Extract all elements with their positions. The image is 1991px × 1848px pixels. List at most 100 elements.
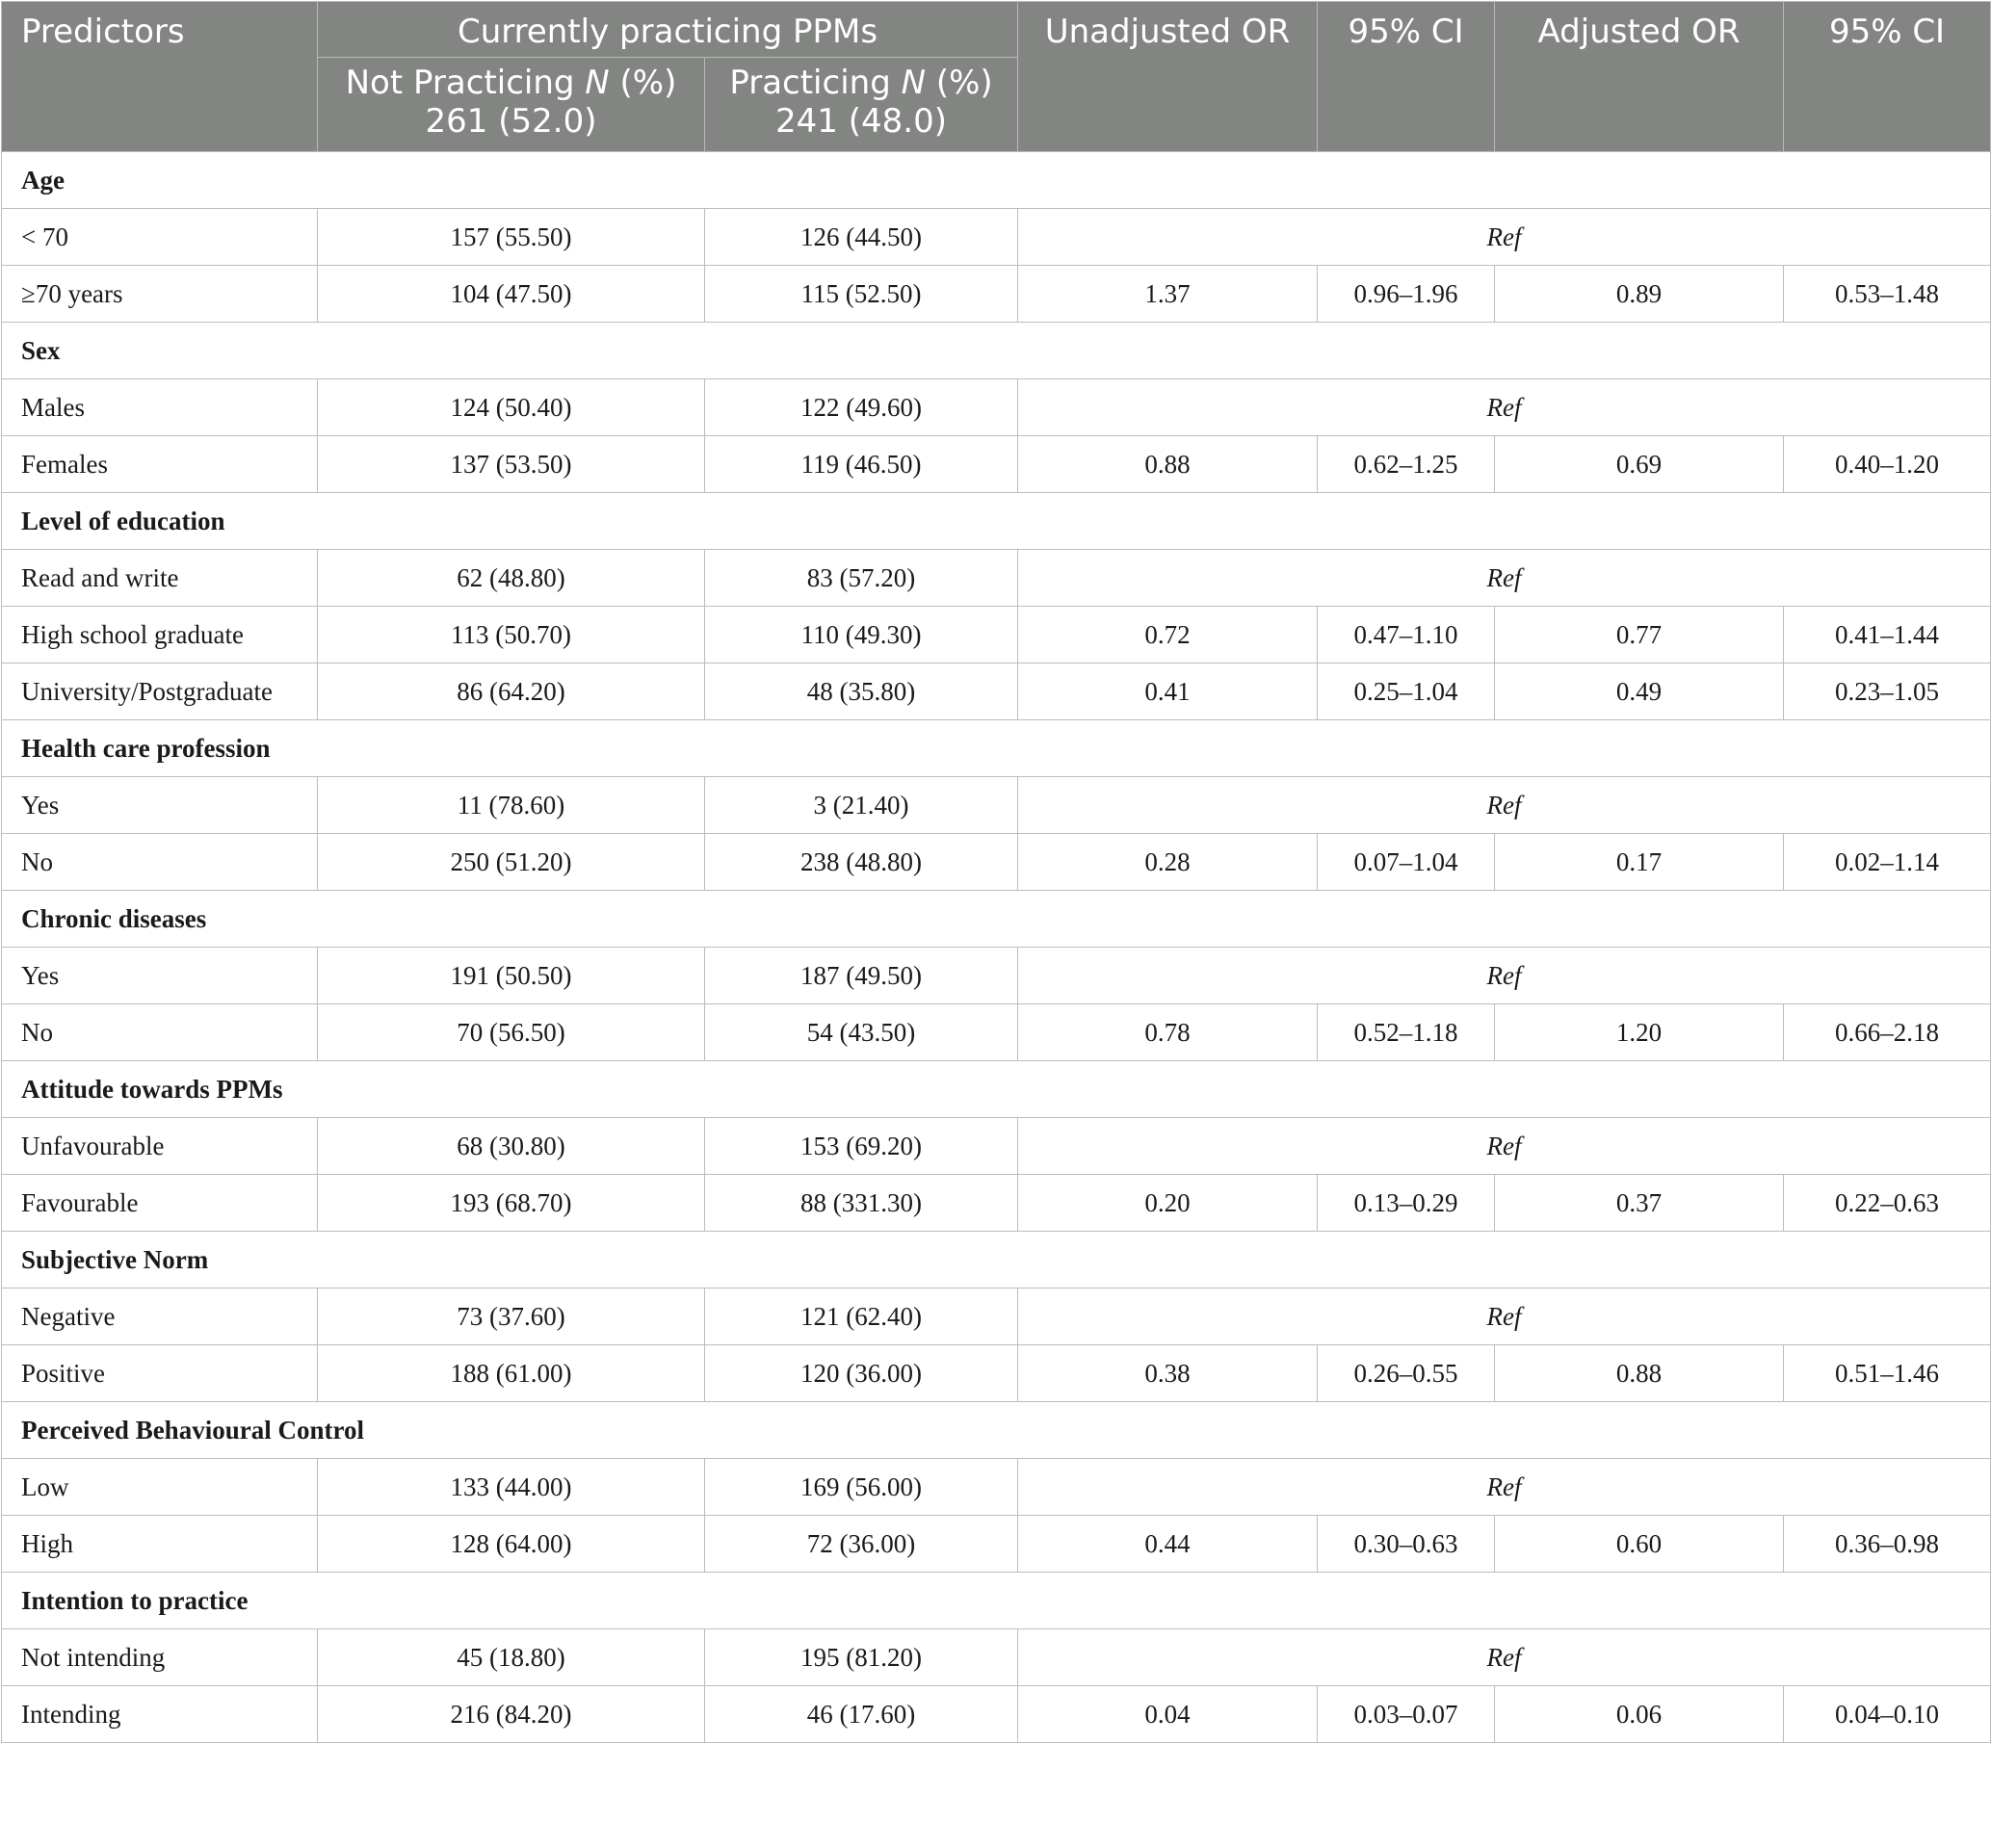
practicing-cell: 54 (43.50) [703,1003,1019,1062]
section-header-row: Chronic diseases [0,890,1991,949]
not-practicing-cell: 137 (53.50) [317,435,705,494]
ref-cell: Ref [1017,947,1991,1005]
not-practicing-cell: 113 (50.70) [317,606,705,664]
row-label: Unfavourable [1,1117,318,1176]
practicing-cell: 120 (36.00) [703,1344,1019,1403]
section-title: Intention to practice [0,1572,1991,1630]
table-row: High 128 (64.00) 72 (36.00) 0.44 0.30–0.63 0.… [1,1515,1991,1574]
unadjusted-or-cell: 0.41 [1017,663,1319,721]
section-header-row: Health care profession [0,719,1991,778]
table-row: Unfavourable 68 (30.80) 153 (69.20) Ref [1,1117,1991,1176]
not-practicing-cell: 124 (50.40) [317,378,705,437]
practicing-cell: 72 (36.00) [703,1515,1019,1574]
ci-adjusted-cell: 0.04–0.10 [1783,1685,1991,1744]
ref-cell: Ref [1017,1288,1991,1346]
not-practicing-cell: 216 (84.20) [317,1685,705,1744]
practicing-cell: 110 (49.30) [703,606,1019,664]
ci-adjusted-cell: 0.02–1.14 [1783,833,1991,892]
practicing-cell: 121 (62.40) [703,1288,1019,1346]
unadjusted-or-cell: 0.72 [1017,606,1319,664]
section-title: Sex [0,322,1991,380]
header-practicing: Practicing N (%) 241 (48.0) [703,56,1019,153]
row-label: High [1,1515,318,1574]
row-label: Not intending [1,1628,318,1687]
row-label: Favourable [1,1174,318,1233]
practicing-cell: 187 (49.50) [703,947,1019,1005]
ci-adjusted-cell: 0.51–1.46 [1783,1344,1991,1403]
ci-unadjusted-cell: 0.26–0.55 [1317,1344,1496,1403]
table-row: Negative 73 (37.60) 121 (62.40) Ref [1,1288,1991,1346]
table-row: No 250 (51.20) 238 (48.80) 0.28 0.07–1.04 0.1… [1,833,1991,892]
table-row: Yes 11 (78.60) 3 (21.40) Ref [1,776,1991,835]
adjusted-or-cell: 0.88 [1494,1344,1785,1403]
ci-adjusted-cell: 0.40–1.20 [1783,435,1991,494]
ci-unadjusted-cell: 0.07–1.04 [1317,833,1496,892]
practicing-cell: 126 (44.50) [703,208,1019,267]
table-row: High school graduate 113 (50.70) 110 (49.3… [1,606,1991,664]
header-not-practicing-suffix: (%) [609,63,677,102]
section-title: Age [0,151,1991,210]
table-row: Positive 188 (61.00) 120 (36.00) 0.38 0.26–0… [1,1344,1991,1403]
header-practicing-suffix: (%) [926,63,993,102]
not-practicing-cell: 68 (30.80) [317,1117,705,1176]
adjusted-or-cell: 1.20 [1494,1003,1785,1062]
row-label: No [1,1003,318,1062]
section-title: Chronic diseases [0,890,1991,949]
table-body: Age < 70 157 (55.50) 126 (44.50) Ref ≥70 year… [0,151,1991,1744]
header-predictors: Predictors [1,0,318,153]
row-label: < 70 [1,208,318,267]
ci-unadjusted-cell: 0.62–1.25 [1317,435,1496,494]
adjusted-or-cell: 0.37 [1494,1174,1785,1233]
header-practicing-n: N [901,63,927,102]
section-title: Attitude towards PPMs [0,1060,1991,1119]
ref-cell: Ref [1017,1628,1991,1687]
ci-adjusted-cell: 0.36–0.98 [1783,1515,1991,1574]
unadjusted-or-cell: 0.38 [1017,1344,1319,1403]
unadjusted-or-cell: 1.37 [1017,265,1319,324]
ci-unadjusted-cell: 0.96–1.96 [1317,265,1496,324]
row-label: University/Postgraduate [1,663,318,721]
ref-cell: Ref [1017,1458,1991,1517]
not-practicing-cell: 133 (44.00) [317,1458,705,1517]
predictors-table: Predictors Currently practicing PPMs Una… [0,0,1991,1744]
adjusted-or-cell: 0.17 [1494,833,1785,892]
table-row: Yes 191 (50.50) 187 (49.50) Ref [1,947,1991,1005]
section-header-row: Intention to practice [0,1572,1991,1630]
row-label: Yes [1,776,318,835]
adjusted-or-cell: 0.77 [1494,606,1785,664]
table-row: University/Postgraduate 86 (64.20) 48 (35.… [1,663,1991,721]
not-practicing-cell: 62 (48.80) [317,549,705,608]
section-title: Level of education [0,492,1991,551]
section-header-row: Age [0,151,1991,210]
not-practicing-cell: 128 (64.00) [317,1515,705,1574]
ci-adjusted-cell: 0.22–0.63 [1783,1174,1991,1233]
table-row: Read and write 62 (48.80) 83 (57.20) Ref [1,549,1991,608]
adjusted-or-cell: 0.89 [1494,265,1785,324]
adjusted-or-cell: 0.69 [1494,435,1785,494]
adjusted-or-cell: 0.49 [1494,663,1785,721]
header-not-practicing-n: N [585,63,610,102]
ref-cell: Ref [1017,776,1991,835]
unadjusted-or-cell: 0.44 [1017,1515,1319,1574]
practicing-cell: 195 (81.20) [703,1628,1019,1687]
table-row: Males 124 (50.40) 122 (49.60) Ref [1,378,1991,437]
table-row: Not intending 45 (18.80) 195 (81.20) Ref [1,1628,1991,1687]
header-unadjusted-or: Unadjusted OR [1017,0,1319,153]
table-row: Favourable 193 (68.70) 88 (331.30) 0.20 0.13… [1,1174,1991,1233]
ci-unadjusted-cell: 0.03–0.07 [1317,1685,1496,1744]
row-label: Read and write [1,549,318,608]
ci-unadjusted-cell: 0.52–1.18 [1317,1003,1496,1062]
row-label: Females [1,435,318,494]
row-label: Males [1,378,318,437]
section-title: Health care profession [0,719,1991,778]
row-label: Yes [1,947,318,1005]
section-title: Perceived Behavioural Control [0,1401,1991,1460]
header-practicing-prefix: Practicing [729,63,902,102]
adjusted-or-cell: 0.60 [1494,1515,1785,1574]
adjusted-or-cell: 0.06 [1494,1685,1785,1744]
not-practicing-cell: 86 (64.20) [317,663,705,721]
not-practicing-cell: 73 (37.60) [317,1288,705,1346]
table-row: Females 137 (53.50) 119 (46.50) 0.88 0.62–1.… [1,435,1991,494]
section-header-row: Perceived Behavioural Control [0,1401,1991,1460]
row-label: No [1,833,318,892]
